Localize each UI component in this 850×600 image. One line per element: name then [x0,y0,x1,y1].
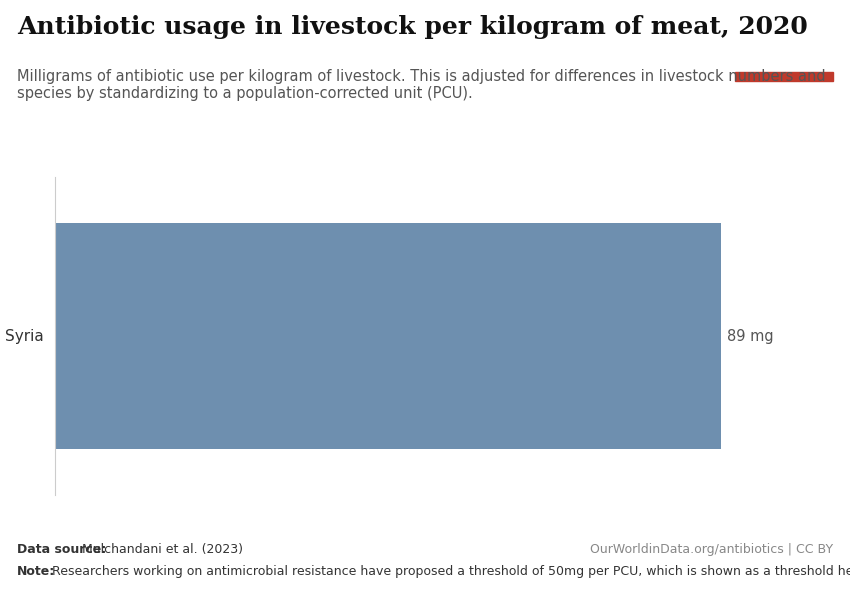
Text: Data source:: Data source: [17,543,106,556]
Text: Note:: Note: [17,565,55,578]
Text: Researchers working on antimicrobial resistance have proposed a threshold of 50m: Researchers working on antimicrobial res… [48,565,850,578]
Bar [55,223,721,449]
Text: Our World
in Data: Our World in Data [751,26,818,56]
Text: Milligrams of antibiotic use per kilogram of livestock. This is adjusted for dif: Milligrams of antibiotic use per kilogra… [17,69,825,101]
Text: 89 mg: 89 mg [727,329,774,343]
Bar [735,73,833,81]
Text: Mulchandani et al. (2023): Mulchandani et al. (2023) [78,543,243,556]
Text: OurWorldinData.org/antibiotics | CC BY: OurWorldinData.org/antibiotics | CC BY [590,543,833,556]
Text: Syria: Syria [5,329,44,343]
Text: Antibiotic usage in livestock per kilogram of meat, 2020: Antibiotic usage in livestock per kilogr… [17,15,808,39]
